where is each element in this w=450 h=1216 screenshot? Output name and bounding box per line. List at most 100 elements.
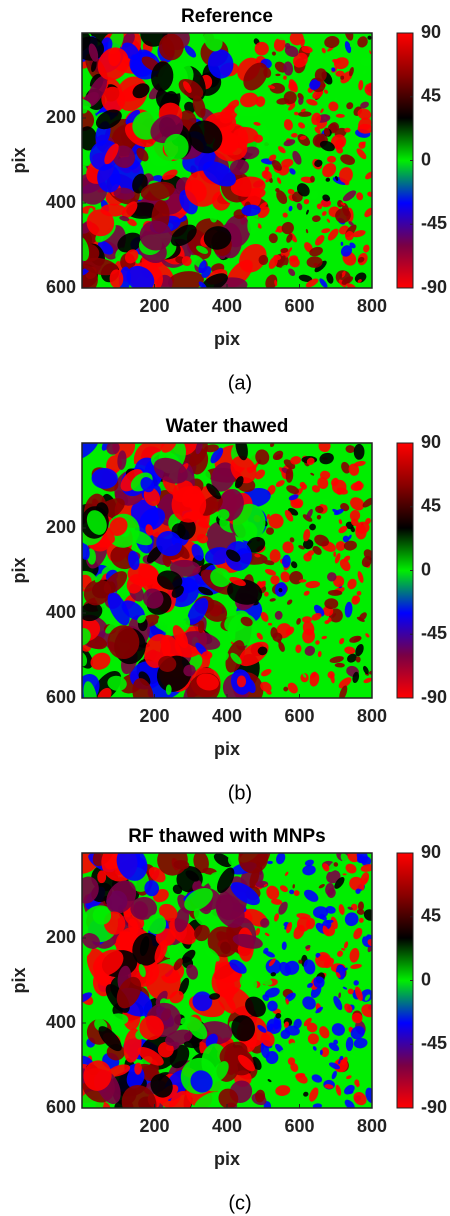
texture-patch bbox=[139, 1015, 164, 1040]
texture-patch bbox=[356, 616, 365, 622]
panel: RF thawed with MNPs 200 400 600 800 200 400 600… bbox=[9, 826, 447, 1214]
texture-patch bbox=[327, 671, 335, 679]
texture-patch bbox=[355, 524, 367, 540]
texture-patch bbox=[266, 885, 280, 900]
texture-patch bbox=[275, 1085, 291, 1096]
texture-patch bbox=[298, 122, 306, 129]
texture-patch bbox=[281, 158, 294, 168]
texture-patch bbox=[218, 1088, 239, 1108]
texture-patch bbox=[309, 500, 316, 510]
texture-patch bbox=[213, 853, 232, 868]
texture-patch bbox=[311, 612, 322, 621]
texture-patch bbox=[331, 1070, 337, 1080]
texture-patch bbox=[283, 75, 287, 80]
texture-patch bbox=[276, 255, 286, 268]
panel: Reference 200 400 600 800 200 400 600 pix pix 90 45… bbox=[9, 6, 447, 394]
texture-patch bbox=[232, 933, 263, 949]
texture-patch bbox=[267, 860, 273, 865]
texture-patch bbox=[344, 41, 352, 54]
texture-patch bbox=[317, 650, 322, 658]
texture-patch bbox=[283, 686, 289, 692]
texture-patch bbox=[363, 909, 372, 921]
texture-patch bbox=[324, 36, 340, 49]
texture-patch bbox=[353, 443, 365, 460]
texture-patch bbox=[277, 639, 282, 644]
panel-title: RF thawed with MNPs bbox=[128, 826, 325, 847]
texture-patch bbox=[365, 633, 370, 638]
texture-patch bbox=[240, 616, 253, 627]
texture-patch bbox=[299, 481, 306, 488]
texture-patch bbox=[284, 1025, 300, 1036]
texture-patch bbox=[287, 682, 298, 694]
texture-patch bbox=[268, 513, 284, 529]
texture-patch bbox=[229, 959, 247, 974]
x-tick-label: 800 bbox=[357, 1116, 387, 1136]
texture-patch bbox=[196, 533, 209, 544]
texture-patch bbox=[299, 135, 307, 140]
texture-patch bbox=[184, 887, 213, 912]
texture-patch bbox=[316, 203, 323, 210]
texture-patch bbox=[264, 932, 270, 937]
texture-patch bbox=[335, 1084, 342, 1096]
texture-patch bbox=[321, 211, 327, 216]
texture-patch bbox=[303, 1091, 309, 1097]
texture-patch bbox=[302, 621, 315, 636]
texture-patch bbox=[321, 498, 330, 505]
texture-patch bbox=[358, 917, 364, 923]
texture-patch bbox=[306, 457, 315, 466]
texture-patch bbox=[263, 947, 269, 954]
texture-patch bbox=[298, 579, 307, 583]
texture-patch bbox=[309, 671, 317, 679]
texture-patch bbox=[317, 477, 329, 489]
texture-patch bbox=[285, 1042, 295, 1052]
texture-patch bbox=[183, 1040, 200, 1049]
texture-patch bbox=[305, 944, 311, 949]
texture-patch bbox=[261, 170, 272, 180]
texture-patch bbox=[306, 99, 318, 106]
texture-patch bbox=[336, 487, 348, 495]
colorbar-tick-label: 45 bbox=[421, 906, 441, 926]
texture-patch bbox=[280, 1001, 287, 1009]
texture-patch bbox=[271, 159, 282, 171]
texture-patch bbox=[343, 941, 349, 949]
texture-patch bbox=[209, 993, 221, 1000]
texture-patch bbox=[255, 449, 270, 465]
texture-patch bbox=[108, 1013, 129, 1026]
texture-patch bbox=[264, 987, 280, 998]
texture-patch bbox=[343, 540, 357, 551]
texture-patch bbox=[275, 480, 285, 487]
y-tick-label: 200 bbox=[46, 517, 76, 537]
texture-patch bbox=[280, 571, 291, 583]
texture-patch bbox=[296, 913, 311, 920]
texture-patch bbox=[310, 472, 315, 476]
texture-patch bbox=[346, 653, 357, 663]
x-tick-label: 200 bbox=[139, 706, 169, 726]
texture-patch bbox=[107, 675, 127, 691]
texture-patch bbox=[353, 927, 363, 940]
texture-patch bbox=[106, 443, 120, 455]
texture-patch bbox=[255, 928, 261, 936]
texture-patch bbox=[146, 913, 167, 935]
texture-patch bbox=[296, 183, 310, 197]
image-map bbox=[82, 853, 372, 1108]
texture-patch bbox=[333, 551, 337, 557]
texture-patch bbox=[272, 450, 284, 461]
texture-patch bbox=[306, 508, 313, 520]
texture-patch bbox=[237, 1054, 255, 1072]
texture-patch bbox=[350, 1025, 365, 1040]
texture-patch bbox=[169, 1044, 190, 1069]
texture-patch bbox=[344, 1003, 353, 1013]
texture-patch bbox=[315, 505, 324, 514]
texture-patch bbox=[210, 447, 224, 464]
texture-patch bbox=[319, 913, 325, 920]
texture-patch bbox=[245, 996, 266, 1017]
texture-patch bbox=[151, 61, 174, 92]
texture-patch bbox=[264, 951, 276, 958]
texture-patch bbox=[256, 632, 263, 640]
texture-patch bbox=[170, 224, 197, 247]
y-tick-label: 400 bbox=[46, 602, 76, 622]
texture-patch bbox=[333, 996, 343, 1011]
texture-patch bbox=[234, 476, 244, 489]
texture-patch bbox=[91, 468, 118, 489]
texture-patch bbox=[132, 678, 154, 698]
